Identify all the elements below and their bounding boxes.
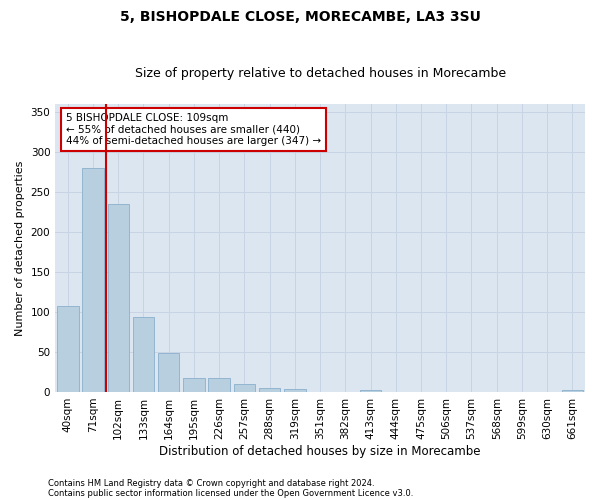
Bar [158, 353, 179, 392]
Y-axis label: Number of detached properties: Number of detached properties [15, 160, 25, 336]
Bar [57, 306, 79, 392]
Bar [107, 204, 129, 392]
Bar [360, 390, 381, 392]
Bar [284, 389, 305, 392]
Bar [208, 378, 230, 392]
Bar [82, 168, 104, 392]
X-axis label: Distribution of detached houses by size in Morecambe: Distribution of detached houses by size … [160, 444, 481, 458]
Bar [259, 388, 280, 392]
Text: Contains HM Land Registry data © Crown copyright and database right 2024.: Contains HM Land Registry data © Crown c… [48, 478, 374, 488]
Bar [133, 317, 154, 392]
Text: Contains public sector information licensed under the Open Government Licence v3: Contains public sector information licen… [48, 488, 413, 498]
Text: 5, BISHOPDALE CLOSE, MORECAMBE, LA3 3SU: 5, BISHOPDALE CLOSE, MORECAMBE, LA3 3SU [119, 10, 481, 24]
Text: 5 BISHOPDALE CLOSE: 109sqm
← 55% of detached houses are smaller (440)
44% of sem: 5 BISHOPDALE CLOSE: 109sqm ← 55% of deta… [66, 113, 321, 146]
Bar [183, 378, 205, 392]
Bar [233, 384, 255, 392]
Title: Size of property relative to detached houses in Morecambe: Size of property relative to detached ho… [134, 66, 506, 80]
Bar [562, 390, 583, 392]
